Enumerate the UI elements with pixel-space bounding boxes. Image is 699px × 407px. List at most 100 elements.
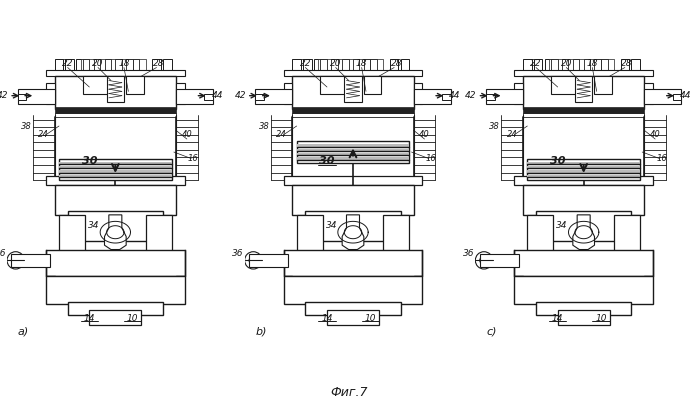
Text: 18: 18 <box>356 59 368 68</box>
Bar <box>59 215 85 254</box>
Bar <box>76 59 85 70</box>
Bar <box>320 59 327 70</box>
Bar <box>345 76 361 102</box>
Text: 10: 10 <box>127 314 138 324</box>
Bar <box>284 83 292 104</box>
Bar <box>55 107 176 113</box>
Text: 40: 40 <box>650 130 661 139</box>
Bar <box>296 158 410 161</box>
Bar <box>305 210 401 241</box>
Text: 36: 36 <box>232 249 244 258</box>
Bar <box>296 141 410 163</box>
Bar <box>59 158 172 180</box>
Text: 10: 10 <box>365 314 376 324</box>
Bar <box>46 249 185 276</box>
Bar <box>284 70 422 76</box>
Text: 18: 18 <box>586 59 598 68</box>
Text: 42: 42 <box>466 91 477 100</box>
Bar <box>94 59 100 70</box>
Bar <box>414 89 450 104</box>
Bar <box>59 166 172 169</box>
Polygon shape <box>105 215 126 249</box>
Text: 40: 40 <box>419 130 430 139</box>
Bar <box>296 149 410 152</box>
Text: 40: 40 <box>182 130 192 139</box>
Bar <box>145 215 172 254</box>
Bar <box>487 94 495 100</box>
Bar <box>46 176 185 184</box>
Bar <box>342 59 349 70</box>
Bar <box>66 59 74 70</box>
Bar <box>383 215 410 254</box>
Bar <box>133 59 139 70</box>
Bar <box>614 215 640 254</box>
Bar <box>320 76 347 94</box>
Circle shape <box>245 252 262 269</box>
Text: 30: 30 <box>82 156 97 166</box>
Text: 44: 44 <box>449 91 461 100</box>
Bar <box>46 70 185 76</box>
Bar <box>621 59 629 70</box>
Text: 14: 14 <box>84 314 95 324</box>
Text: 14: 14 <box>322 314 333 324</box>
Bar <box>255 89 292 104</box>
Text: 34: 34 <box>88 221 99 230</box>
Text: 38: 38 <box>489 122 500 131</box>
Bar <box>536 210 631 241</box>
Text: 22: 22 <box>531 59 542 68</box>
Bar <box>552 59 558 70</box>
Bar <box>68 302 163 315</box>
Circle shape <box>475 252 493 269</box>
Text: 30: 30 <box>319 156 335 166</box>
Bar <box>534 59 542 70</box>
Text: b): b) <box>255 327 267 337</box>
Text: 44: 44 <box>679 91 691 100</box>
Bar <box>292 113 414 117</box>
Bar <box>562 59 568 70</box>
Bar <box>11 254 50 267</box>
Bar <box>55 76 176 109</box>
Bar <box>105 59 111 70</box>
Bar <box>573 59 579 70</box>
Bar <box>284 276 422 304</box>
Circle shape <box>11 256 20 265</box>
Bar <box>594 59 601 70</box>
Bar <box>115 59 122 70</box>
Text: Фиг.7: Фиг.7 <box>331 386 368 399</box>
Text: 28: 28 <box>391 59 402 68</box>
Bar <box>363 76 381 94</box>
Bar <box>370 59 377 70</box>
Text: 38: 38 <box>21 122 32 131</box>
Bar <box>296 153 410 156</box>
Bar <box>331 59 338 70</box>
Bar <box>204 94 213 100</box>
Text: 22: 22 <box>300 59 311 68</box>
Text: 28: 28 <box>621 59 633 68</box>
Bar <box>249 254 288 267</box>
Bar <box>527 175 640 178</box>
Bar <box>296 215 323 254</box>
Text: a): a) <box>18 327 29 337</box>
Circle shape <box>480 256 489 265</box>
Bar <box>353 59 359 70</box>
Text: 44: 44 <box>211 91 223 100</box>
Text: 42: 42 <box>235 91 246 100</box>
Bar <box>601 59 607 70</box>
Bar <box>82 59 89 70</box>
Bar <box>644 89 681 104</box>
Bar <box>284 176 422 184</box>
Bar <box>631 59 640 70</box>
Text: 16: 16 <box>656 154 667 163</box>
Bar <box>126 59 133 70</box>
Bar <box>536 302 631 315</box>
Bar <box>514 70 653 76</box>
Bar <box>545 59 554 70</box>
Bar <box>514 276 653 304</box>
Text: 38: 38 <box>259 122 270 131</box>
Bar <box>176 89 213 104</box>
Bar <box>89 310 141 325</box>
Bar <box>292 76 414 109</box>
Bar <box>55 113 176 117</box>
Bar <box>82 76 109 94</box>
Text: 24: 24 <box>276 130 287 139</box>
